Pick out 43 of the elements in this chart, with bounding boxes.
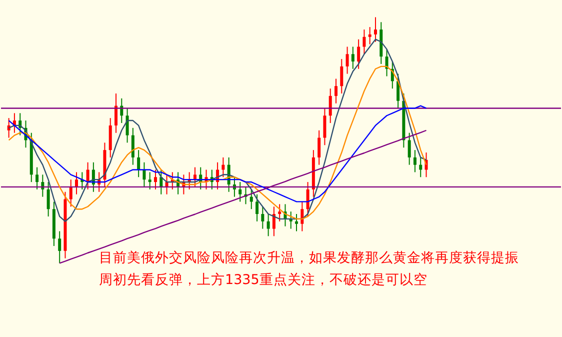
candlestick — [75, 172, 78, 195]
candlestick — [46, 182, 50, 217]
candlestick — [131, 127, 134, 166]
candlestick — [362, 29, 366, 55]
candlestick — [193, 166, 196, 188]
candlestick — [222, 156, 225, 178]
text: 周初先看反弹，上方1335重点关注，不破还是可以空 — [99, 272, 428, 288]
candlestick — [58, 230, 62, 264]
candlestick — [86, 162, 90, 190]
candlestick — [278, 204, 282, 222]
candlestick — [69, 179, 72, 208]
candlestick — [114, 92, 118, 134]
candlestick — [346, 46, 349, 74]
candlestick — [300, 201, 304, 232]
candlestick — [295, 214, 298, 232]
candlestick — [148, 172, 152, 190]
candlestick — [340, 58, 344, 94]
candlestick — [334, 78, 338, 104]
candlestick — [318, 130, 321, 166]
candlestick — [419, 156, 422, 178]
candlestick — [408, 132, 411, 166]
candlestick — [142, 162, 146, 188]
candlestick — [368, 26, 372, 45]
candlestick — [374, 16, 377, 42]
candlestick — [36, 166, 39, 190]
candlestick — [328, 88, 332, 124]
candlestick — [323, 108, 326, 146]
candlestick — [385, 48, 388, 77]
candlestick — [272, 206, 276, 237]
candlestick — [413, 150, 416, 173]
annotation: 目前美俄外交风险风险再次升温，如果发酵那么黄金将再度获得提振 — [99, 250, 519, 266]
candlestick — [126, 108, 129, 144]
candlestick — [306, 182, 310, 217]
candlestick — [154, 169, 157, 190]
candlestick — [396, 73, 400, 109]
candlestick — [256, 194, 259, 222]
candlestick — [266, 214, 270, 237]
candlestick — [238, 182, 242, 202]
candlestick — [351, 46, 354, 70]
candlestick — [250, 188, 253, 210]
candlestick — [357, 38, 360, 70]
candlestick — [261, 206, 264, 230]
candlestick — [137, 150, 140, 178]
